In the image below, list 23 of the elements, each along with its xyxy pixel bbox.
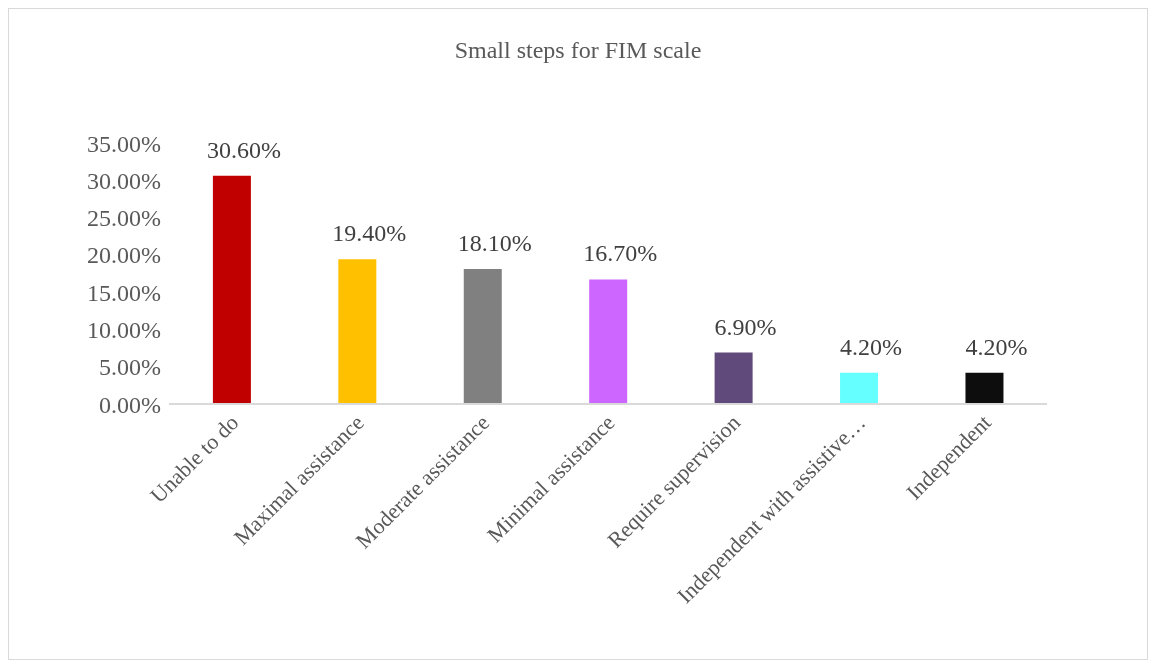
- chart-title: Small steps for FIM scale: [453, 37, 703, 64]
- y-tick-label: 5.00%: [99, 354, 161, 381]
- bar: [463, 269, 502, 404]
- y-tick-label: 20.00%: [87, 242, 161, 269]
- y-tick-label: 25.00%: [87, 205, 161, 232]
- bar: [338, 259, 377, 404]
- y-tick-label: 15.00%: [87, 279, 161, 306]
- data-label: 16.70%: [583, 240, 658, 267]
- data-label: 4.20%: [840, 333, 903, 360]
- bar: [840, 372, 879, 404]
- y-tick-label: 10.00%: [87, 316, 161, 343]
- bar: [212, 175, 251, 404]
- y-tick-label: 35.00%: [87, 130, 161, 157]
- data-label: 30.60%: [206, 136, 281, 163]
- bar: [589, 279, 628, 404]
- y-tick-label: 30.00%: [87, 167, 161, 194]
- bar: [714, 352, 753, 404]
- data-label: 4.20%: [965, 333, 1028, 360]
- data-label: 6.90%: [714, 313, 777, 340]
- data-label: 19.40%: [332, 220, 407, 247]
- data-label: 18.10%: [457, 230, 532, 257]
- y-tick-label: 0.00%: [99, 391, 161, 418]
- bar: [965, 372, 1004, 404]
